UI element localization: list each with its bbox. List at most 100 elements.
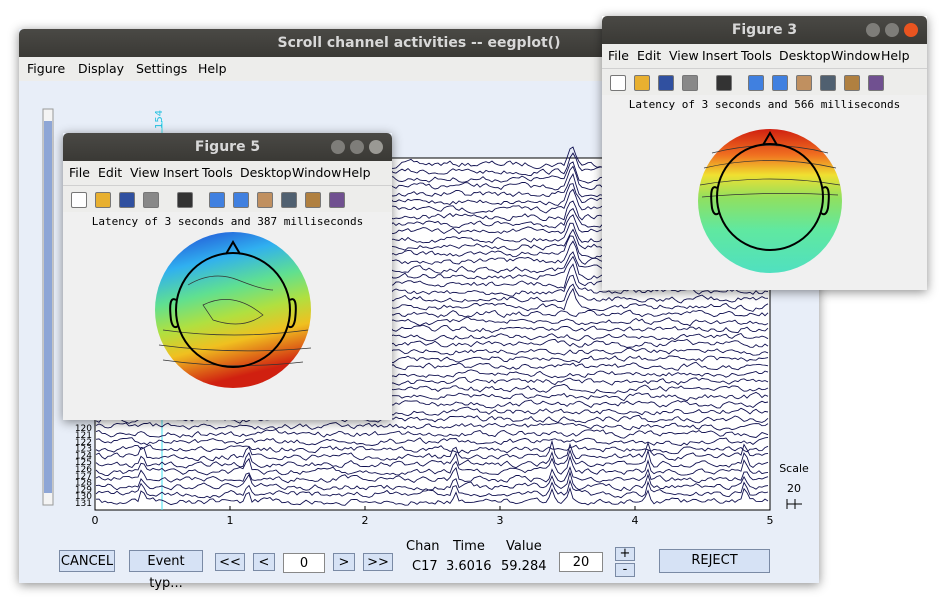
tool-button[interactable] xyxy=(634,75,650,91)
tool-button[interactable] xyxy=(177,192,193,208)
tool-button[interactable] xyxy=(233,192,249,208)
x-tick-label: 5 xyxy=(767,514,774,527)
time-value: 3.6016 xyxy=(446,559,492,574)
menu-item[interactable]: File xyxy=(608,48,629,63)
first-button[interactable]: << xyxy=(215,553,245,571)
menu-item[interactable]: Desktop xyxy=(779,48,831,63)
menu-item[interactable]: Help xyxy=(342,165,371,180)
last-button[interactable]: >> xyxy=(363,553,393,571)
next-button[interactable]: > xyxy=(333,553,355,571)
x-tick-label: 0 xyxy=(92,514,99,527)
menu-item[interactable]: Insert xyxy=(702,48,738,63)
tool-button[interactable] xyxy=(716,75,732,91)
menu-item[interactable]: Desktop xyxy=(240,165,292,180)
menu-item[interactable]: Window xyxy=(292,165,342,180)
spacing-input[interactable]: 20 xyxy=(559,552,603,572)
menu-item[interactable]: Window xyxy=(831,48,881,63)
eeg-trace xyxy=(95,444,769,455)
channel-label: 125 xyxy=(75,458,92,468)
menu-bar: File Edit View Insert Tools Desktop Window Help xyxy=(63,161,392,185)
chan-header: Chan xyxy=(406,539,440,554)
plus-button[interactable]: + xyxy=(615,547,635,561)
menu-item[interactable]: Tools xyxy=(202,165,233,180)
cancel-button[interactable]: CANCEL xyxy=(59,550,115,572)
eeg-trace xyxy=(95,448,769,469)
tool-button[interactable] xyxy=(796,75,812,91)
menu-item[interactable]: Insert xyxy=(163,165,199,180)
tool-button[interactable] xyxy=(748,75,764,91)
topo-map xyxy=(155,232,312,388)
menu-item[interactable]: Settings xyxy=(136,61,188,76)
channel-label: 122 xyxy=(75,438,92,448)
menu-item[interactable]: View xyxy=(669,48,699,63)
eeg-trace xyxy=(95,479,769,499)
menu-item[interactable]: Figure xyxy=(27,61,66,76)
channel-label: 123 xyxy=(75,445,92,455)
chan-value: C17 xyxy=(412,559,438,574)
prev-button[interactable]: < xyxy=(253,553,275,571)
minimize[interactable] xyxy=(331,140,345,154)
figure-window: Figure 3 File Edit View Insert Tools Desktop W… xyxy=(602,16,927,290)
channel-label: 130 xyxy=(75,492,92,502)
event-type-button[interactable]: Event typ... xyxy=(129,550,203,591)
caption: Latency of 3 seconds and 387 millisecond… xyxy=(91,215,364,228)
tool-button[interactable] xyxy=(610,75,626,91)
scrollbar-thumb[interactable] xyxy=(44,121,52,493)
x-tick-label: 4 xyxy=(632,514,639,527)
tool-button[interactable] xyxy=(329,192,345,208)
tool-button[interactable] xyxy=(682,75,698,91)
tool-button[interactable] xyxy=(95,192,111,208)
minimize[interactable] xyxy=(866,23,880,37)
channel-label: 120 xyxy=(75,424,92,434)
window-title: Figure 5 xyxy=(194,139,261,155)
eeg-trace xyxy=(95,455,769,476)
menu-item[interactable]: Edit xyxy=(637,48,662,63)
menu-item[interactable]: Help xyxy=(881,48,910,63)
tool-button[interactable] xyxy=(820,75,836,91)
maximize[interactable] xyxy=(350,140,364,154)
menu-item[interactable]: View xyxy=(130,165,160,180)
tool-button[interactable] xyxy=(305,192,321,208)
tool-button[interactable] xyxy=(119,192,135,208)
scale-value: 20 xyxy=(787,482,801,495)
menu-item[interactable]: File xyxy=(69,165,90,180)
tool-button[interactable] xyxy=(772,75,788,91)
x-tick-label: 3 xyxy=(497,514,504,527)
caption: Latency of 3 seconds and 566 millisecond… xyxy=(628,98,901,111)
close[interactable] xyxy=(369,140,383,154)
tool-button[interactable] xyxy=(71,192,87,208)
close[interactable] xyxy=(904,23,918,37)
toolbar xyxy=(602,68,927,95)
title-bar: Figure 3 xyxy=(602,16,927,44)
minus-button[interactable]: - xyxy=(615,563,635,577)
tool-button[interactable] xyxy=(209,192,225,208)
menu-item[interactable]: Display xyxy=(78,61,125,76)
channel-label: 126 xyxy=(75,465,92,475)
menu-bar: File Edit View Insert Tools Desktop Window Help xyxy=(602,44,927,68)
scale-bar xyxy=(786,499,802,509)
window-title: Scroll channel activities -- eegplot() xyxy=(277,35,561,51)
maximize[interactable] xyxy=(885,23,899,37)
x-tick-label: 2 xyxy=(362,514,369,527)
menu-item[interactable]: Help xyxy=(198,61,227,76)
time-header: Time xyxy=(453,539,485,554)
tool-button[interactable] xyxy=(844,75,860,91)
channel-label: 121 xyxy=(75,431,92,441)
figure-content: Latency of 3 seconds and 387 millisecond… xyxy=(63,212,392,420)
reject-button[interactable]: REJECT xyxy=(659,549,770,573)
tool-button[interactable] xyxy=(658,75,674,91)
menu-item[interactable]: Tools xyxy=(741,48,772,63)
tool-button[interactable] xyxy=(143,192,159,208)
window-title: Figure 3 xyxy=(731,22,798,38)
tool-button[interactable] xyxy=(868,75,884,91)
tool-button[interactable] xyxy=(281,192,297,208)
menu-item[interactable]: Edit xyxy=(98,165,123,180)
tool-button[interactable] xyxy=(257,192,273,208)
event-label: 154 xyxy=(154,110,165,129)
channel-label: 129 xyxy=(75,485,92,495)
figure-content: Latency of 3 seconds and 566 millisecond… xyxy=(602,95,927,290)
eeg-trace xyxy=(95,428,769,439)
toolbar xyxy=(63,185,392,212)
position-input[interactable]: 0 xyxy=(283,553,325,573)
